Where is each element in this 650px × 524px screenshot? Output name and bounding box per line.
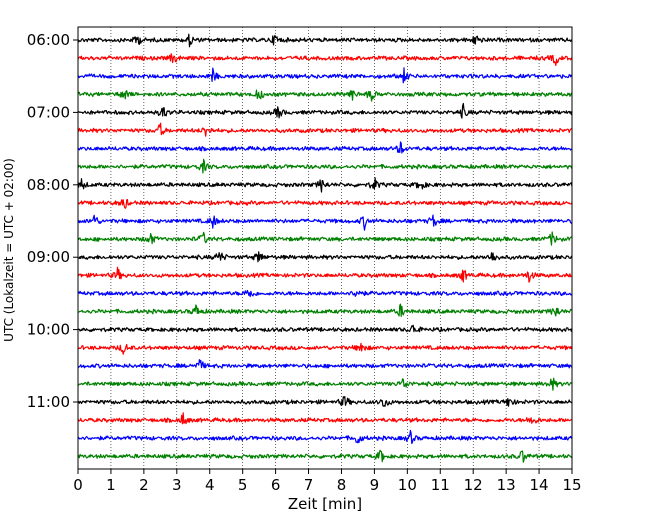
y-tick-label: 11:00: [27, 393, 70, 411]
y-tick-label: 10:00: [27, 321, 70, 339]
seismic-trace: [77, 158, 573, 174]
x-tick-label: 5: [238, 476, 248, 494]
x-tick-label: 2: [139, 476, 149, 494]
seismic-trace: [77, 359, 573, 369]
x-tick-label: 10: [398, 476, 417, 494]
y-tick-label: 07:00: [27, 103, 70, 121]
seismic-trace: [77, 266, 573, 283]
trace-layer: [77, 33, 573, 463]
seismic-trace: [77, 251, 573, 263]
seismic-trace: [77, 33, 573, 48]
x-tick-label: 15: [562, 476, 581, 494]
x-tick-label: 13: [497, 476, 516, 494]
seismic-trace: [77, 122, 573, 137]
seismic-trace: [77, 429, 573, 445]
x-tick-label: 0: [73, 476, 83, 494]
seismic-trace: [77, 396, 573, 407]
seismic-trace: [77, 89, 573, 102]
seismic-trace: [77, 214, 573, 231]
x-tick-label: 6: [271, 476, 281, 494]
x-tick-label: 11: [431, 476, 450, 494]
x-axis-label: Zeit [min]: [288, 495, 362, 513]
y-tick-label: 09:00: [27, 248, 70, 266]
x-tick-label: 14: [530, 476, 549, 494]
seismic-trace: [77, 449, 573, 463]
seismic-trace: [77, 303, 573, 317]
x-tick-label: 3: [172, 476, 182, 494]
seismic-trace: [77, 231, 573, 246]
x-tick-label: 8: [337, 476, 347, 494]
seismic-trace: [77, 198, 573, 209]
seismic-trace: [77, 377, 573, 391]
y-axis: 06:00 07:00 08:00 09:00 10:00 11:00: [27, 31, 78, 411]
seismic-trace: [77, 324, 573, 333]
seismic-trace: [77, 412, 573, 425]
seismic-trace: [77, 141, 573, 154]
seismic-trace: [77, 342, 573, 355]
seismic-trace: [77, 53, 573, 67]
x-tick-label: 12: [464, 476, 483, 494]
x-tick-label: 1: [106, 476, 116, 494]
y-axis-label: UTC (Lokalzeit = UTC + 02:00): [2, 158, 16, 342]
y-tick-label: 06:00: [27, 31, 70, 49]
seismic-trace: [77, 67, 573, 84]
seismic-trace: [77, 102, 573, 119]
y-tick-label: 08:00: [27, 176, 70, 194]
plot-frame: [77, 26, 573, 470]
x-tick-label: 4: [205, 476, 215, 494]
seismic-trace: [77, 177, 573, 193]
x-axis: 0 1 2 3 4 5 6 7 8 9 10 11 12 13 14 15: [73, 469, 582, 494]
seismic-trace: [77, 289, 573, 298]
x-tick-label: 7: [304, 476, 314, 494]
x-tick-label: 9: [370, 476, 380, 494]
